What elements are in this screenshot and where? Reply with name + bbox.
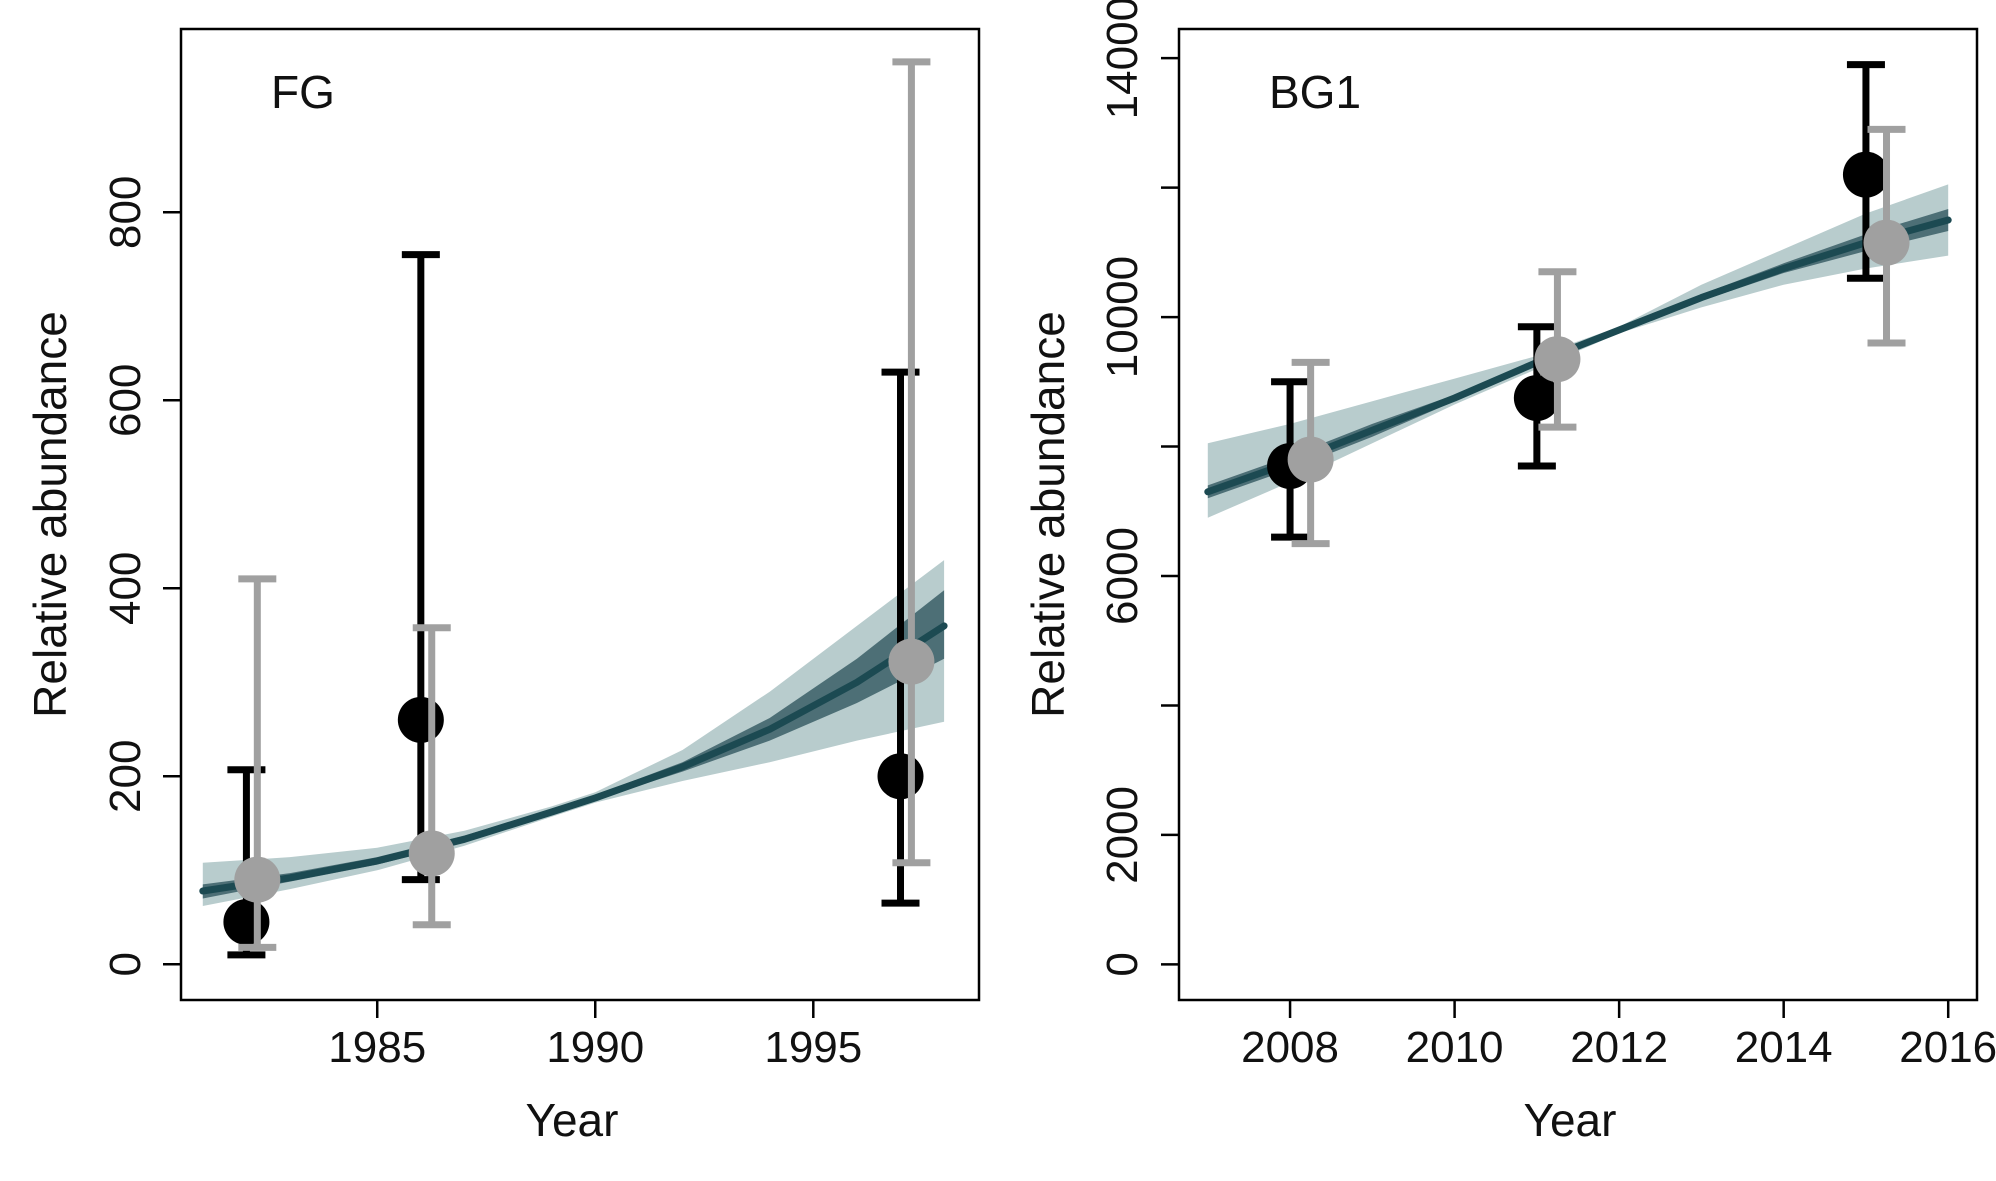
y-tick-label: 2000 (1098, 786, 1147, 884)
data-point (397, 696, 444, 743)
panel-label: BG1 (1269, 66, 1361, 118)
x-tick-label: 1985 (328, 1023, 426, 1072)
data-point (1863, 219, 1910, 266)
data-point (234, 856, 281, 903)
y-tick-label: 400 (101, 552, 150, 625)
data-point (1513, 374, 1560, 421)
y-tick-label: 0 (101, 952, 150, 976)
x-tick-label: 2012 (1570, 1023, 1668, 1072)
trend-line (1204, 216, 1952, 496)
data-point (1534, 336, 1581, 383)
data-point (223, 898, 270, 945)
y-axis-label: Relative abundance (24, 311, 76, 718)
y-tick-label: 0 (1098, 952, 1147, 976)
x-tick-label: 2008 (1241, 1023, 1339, 1072)
x-tick-label: 2016 (1899, 1023, 1996, 1072)
x-tick-label: 1995 (764, 1023, 862, 1072)
panel-bg1: 2008 2010 2012 2014 2016 0 2000 6000 10000 14000 Y… (1022, 0, 1996, 1146)
plot-frame (1177, 27, 1979, 1002)
y-tick-label: 600 (101, 364, 150, 437)
y-tick-label: 14000 (1098, 0, 1147, 119)
data-point (1287, 436, 1334, 483)
data-point (888, 638, 935, 685)
data-point (877, 753, 924, 800)
x-tick-label: 2014 (1735, 1023, 1833, 1072)
y-tick-label: 6000 (1098, 527, 1147, 625)
panel-fg: 1985 1990 1995 0 200 400 600 800 Year Relative ab… (24, 27, 981, 1146)
y-tick-label: 10000 (1098, 256, 1147, 378)
x-tick-label: 1990 (546, 1023, 644, 1072)
data-point (1842, 151, 1889, 198)
error-bar (892, 58, 931, 867)
plot-frame (179, 27, 981, 1002)
y-axis-label: Relative abundance (1022, 311, 1074, 718)
x-tick-label: 2010 (1406, 1023, 1504, 1072)
x-axis-label: Year (1524, 1094, 1617, 1146)
confidence-band-outer (202, 560, 945, 906)
x-axis-label: Year (526, 1094, 619, 1146)
y-tick-label: 200 (101, 740, 150, 813)
trend-line (199, 622, 948, 895)
y-tick-label: 800 (101, 176, 150, 249)
data-point (408, 830, 455, 877)
panel-label: FG (271, 66, 335, 118)
